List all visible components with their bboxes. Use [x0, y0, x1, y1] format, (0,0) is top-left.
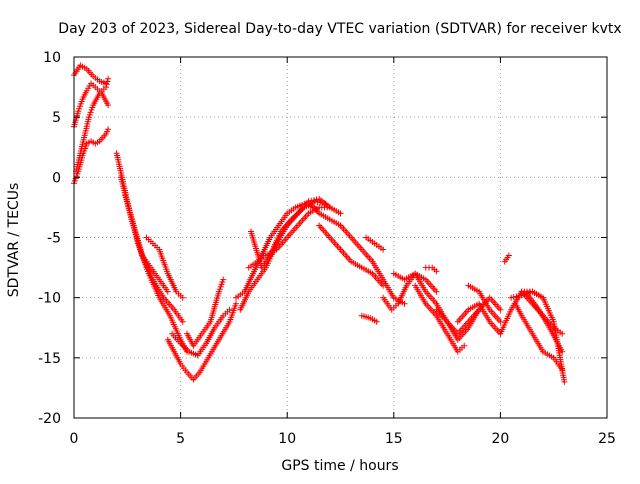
data-point-marks [117, 174, 186, 325]
y-tick-label: 5 [52, 110, 61, 126]
series-track-18 [363, 234, 387, 253]
x-axis-label: GPS time / hours [281, 458, 398, 474]
data-point-marks [73, 75, 112, 175]
y-tick-label: 0 [52, 170, 61, 186]
tick-layer: 0 5 10 15 20 25 -20 -15 -10 -5 0 5 10 [38, 50, 616, 447]
series-track-15 [248, 198, 329, 271]
data-point-marks [305, 198, 408, 307]
data-point-marks [122, 192, 171, 295]
chart-title: Day 203 of 2023, Sidereal Day-to-day VTE… [58, 21, 621, 37]
x-tick-label: 10 [278, 431, 296, 447]
y-tick-label: -5 [47, 231, 61, 247]
data-point-marks [412, 282, 468, 355]
series-track-19 [358, 312, 380, 325]
data-point-marks [501, 252, 512, 265]
series-track-11 [184, 276, 227, 349]
x-tick-label: 20 [491, 431, 509, 447]
series-track-8 [143, 234, 186, 301]
data-point-marks [184, 276, 227, 349]
data-point-marks [525, 292, 566, 355]
series-track-9 [164, 300, 239, 383]
series-track-1 [71, 62, 109, 87]
series-track-28 [508, 288, 568, 385]
series-track-5 [113, 150, 190, 355]
x-tick-label: 5 [176, 431, 185, 447]
series-track-16 [305, 198, 408, 307]
data-point-marks [358, 312, 380, 325]
data-point-marks [169, 306, 233, 359]
x-tick-label: 15 [385, 431, 403, 447]
series-track-26 [465, 282, 504, 325]
data-point-marks [143, 234, 186, 301]
data-point-marks [113, 150, 190, 355]
y-tick-label: -15 [38, 351, 61, 367]
series-track-31 [525, 292, 566, 355]
grid-layer [74, 57, 607, 418]
series-track-27 [501, 252, 512, 265]
y-tick-label: -20 [38, 411, 61, 427]
plot-frame [73, 56, 608, 419]
data-point-marks [248, 198, 329, 271]
data-point-marks [465, 282, 504, 325]
series-track-22 [412, 282, 468, 355]
series-track-4 [73, 75, 112, 175]
y-tick-label: 10 [43, 50, 61, 66]
data-layer [71, 62, 568, 385]
data-point-marks [422, 264, 440, 275]
data-point-marks [316, 222, 387, 289]
data-point-marks [363, 234, 387, 253]
series-track-29 [512, 300, 566, 373]
data-point-marks [508, 288, 568, 385]
y-axis-label: SDTVAR / TECUs [6, 183, 22, 298]
data-point-marks [512, 300, 566, 373]
data-point-marks [164, 300, 239, 383]
series-track-10 [169, 306, 233, 359]
series-track-7 [122, 192, 171, 295]
series-track-17 [316, 222, 387, 289]
x-tick-label: 0 [70, 431, 79, 447]
data-point-marks [71, 62, 109, 87]
y-tick-label: -10 [38, 291, 61, 307]
series-track-23 [422, 264, 440, 275]
series-track-6 [117, 174, 186, 325]
x-tick-label: 25 [598, 431, 616, 447]
